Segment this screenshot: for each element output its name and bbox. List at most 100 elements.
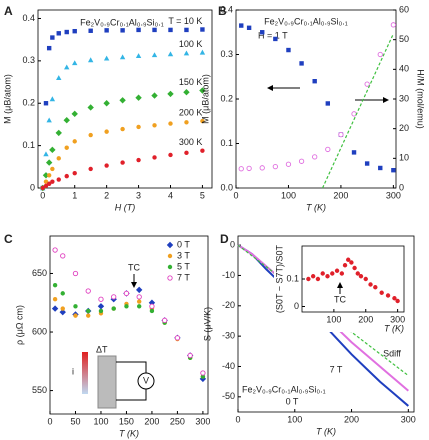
point <box>45 159 53 166</box>
point <box>111 306 116 311</box>
panel-label: A <box>4 4 13 18</box>
point <box>136 157 141 163</box>
point <box>52 282 58 288</box>
point <box>50 166 55 172</box>
point <box>72 170 77 176</box>
x-tick-label: 100 <box>93 416 108 426</box>
x-tick-label: 3 <box>136 190 141 200</box>
y-tick-label: 650 <box>32 268 47 278</box>
point <box>63 116 70 124</box>
point <box>43 101 49 106</box>
point <box>298 158 305 164</box>
x-tick-label: 200 <box>144 416 159 426</box>
y2-tick-label: 50 <box>399 34 409 44</box>
x-tick-label: 200 <box>358 314 373 324</box>
point <box>167 51 174 57</box>
point <box>364 81 370 87</box>
y2-tick-label: 0 <box>399 182 404 192</box>
series-label: 200 K <box>179 107 203 117</box>
point <box>104 163 109 168</box>
point <box>49 96 56 102</box>
x-tick-label: 0 <box>40 190 45 200</box>
y-tick-label: -50 <box>222 391 235 401</box>
point <box>200 118 205 124</box>
point <box>183 50 190 56</box>
point <box>363 276 368 282</box>
point <box>149 308 155 314</box>
point <box>87 104 94 111</box>
point <box>184 27 189 33</box>
x-tick-label: 150 <box>119 416 134 426</box>
point <box>72 60 78 66</box>
point <box>86 308 91 314</box>
annotation: H = 1 T <box>258 30 288 40</box>
point <box>49 146 56 154</box>
point <box>286 47 291 53</box>
point <box>46 173 52 178</box>
point <box>72 28 77 34</box>
x-tick-label: 0 <box>233 190 238 200</box>
point <box>64 29 69 35</box>
point <box>334 268 340 273</box>
point <box>187 352 193 359</box>
y-axis-label: ρ (μΩ cm) <box>14 305 24 345</box>
point <box>88 166 93 172</box>
point <box>168 27 173 33</box>
point <box>135 53 142 58</box>
point <box>136 27 141 33</box>
point <box>330 271 335 276</box>
point <box>124 304 129 309</box>
point <box>246 165 252 172</box>
point <box>87 57 94 63</box>
point <box>246 25 252 30</box>
point <box>200 374 206 379</box>
x-axis-label: T (K) <box>384 323 404 333</box>
point <box>285 161 292 167</box>
point <box>71 110 78 118</box>
series-label: Sdiff <box>383 348 401 358</box>
x-tick-label: 250 <box>170 416 185 426</box>
y-tick-label: 550 <box>32 385 47 395</box>
point <box>259 165 265 171</box>
point <box>200 27 205 32</box>
point <box>52 247 58 253</box>
inset-label: ΔT <box>96 344 108 354</box>
y-tick-label: 0.1 <box>220 138 233 148</box>
x-tick-label: 200 <box>333 190 348 200</box>
y-tick-label: 0.4 <box>220 4 233 14</box>
y2-tick-label: 20 <box>399 123 409 133</box>
sample <box>97 355 117 409</box>
point <box>378 165 383 171</box>
point <box>85 288 91 294</box>
x-tick-label: 200 <box>344 414 359 424</box>
point <box>392 296 397 301</box>
x-tick-label: 50 <box>70 416 80 426</box>
point <box>46 45 52 51</box>
point <box>346 257 351 262</box>
y2-tick-label: 30 <box>399 93 409 103</box>
panel-label: D <box>220 232 229 246</box>
x-axis-label: T (K) <box>119 428 139 438</box>
point <box>364 161 370 166</box>
point <box>325 274 330 279</box>
point <box>200 370 206 376</box>
voltmeter <box>137 372 155 390</box>
point <box>42 172 50 179</box>
legend-marker <box>167 264 173 270</box>
y-tick-label: 600 <box>32 326 47 336</box>
y2-tick-label: 40 <box>399 64 409 74</box>
point <box>385 293 391 298</box>
point <box>151 92 158 99</box>
point <box>167 90 174 98</box>
y-tick-label: 0 <box>294 301 299 311</box>
x-tick-label: 0 <box>235 414 240 424</box>
plot-frame <box>237 235 415 413</box>
point <box>391 168 396 173</box>
point <box>111 294 117 300</box>
point <box>183 89 190 96</box>
annotation: Fe₂V₀.₉Cr₀.₁Al₀.₉Si₀.₁ <box>80 17 164 27</box>
x-tick-label: 2 <box>104 190 109 200</box>
legend-label: 5 T <box>177 261 190 271</box>
point <box>272 163 278 170</box>
schematic: V ΔT i <box>72 344 155 409</box>
